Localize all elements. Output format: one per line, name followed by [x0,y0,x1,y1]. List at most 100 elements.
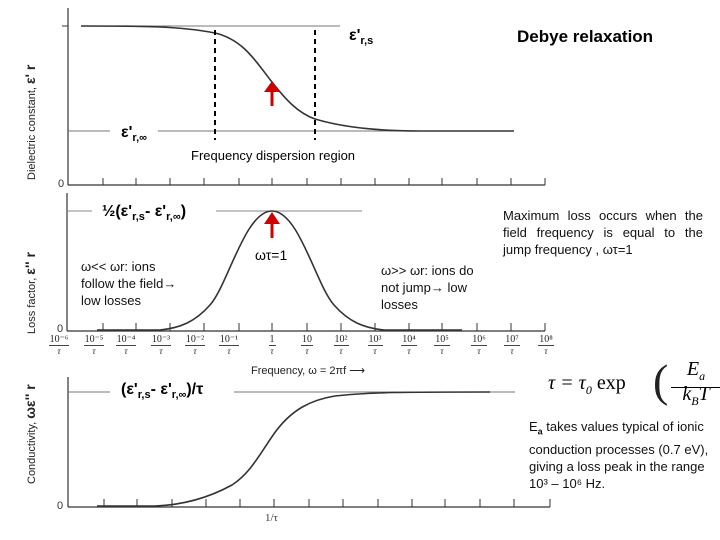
p2-peak-suffix: ) [180,203,187,220]
formula-exp: exp [596,372,626,394]
tick-num: 10⁸ [538,334,554,346]
x-tick: 10³ τ [360,335,390,356]
arrow-icon [264,81,280,106]
p3-plateau-mid: - ε' [150,381,172,398]
p1-upper-subscript: r,s [360,35,374,47]
tick-den: τ [407,346,411,356]
tick-den: τ [270,346,274,356]
p1-y-axis-label-text: Dielectric constant, [26,84,38,180]
x-tick: 10 τ [292,335,322,356]
formula-k-sub: B [691,394,699,408]
tick-num: 10⁻⁶ [48,334,70,346]
p1-y-axis-symbol: ε' r [22,64,38,85]
ea-subscript: a [537,426,543,437]
x-tick: 10⁶ τ [464,335,494,356]
x-tick: 10⁸ τ [531,335,561,356]
x-tick: 10⁴ τ [394,335,424,356]
tick-num: 10⁻³ [150,334,172,346]
formula-tau: τ = τ [548,372,586,394]
ea-symbol: E [529,419,538,434]
formula-tau-sub: 0 [585,383,592,397]
tick-den: τ [227,346,231,356]
low-frequency-note: ω<< ωr: ions follow the field→ low losse… [81,259,177,308]
p2-y-axis-label: Loss factor, ε'' r [22,252,38,334]
page-title: Debye relaxation [517,27,654,46]
p1-zero-label: 0 [58,178,65,190]
tick-num: 10⁻⁵ [83,334,105,346]
p3-plateau-label: (ε'r,s- ε'r,∞)/τ [121,381,203,401]
tick-den: τ [124,346,128,356]
p2-zero-label: 0 [57,323,64,335]
formula-k: k [682,383,692,405]
p2-peak-label: ½(ε'r,s- ε'r,∞) [102,203,186,223]
tick-den: τ [92,346,96,356]
formula-numerator: Ea [671,358,720,388]
tick-den: τ [510,346,514,356]
tick-den: τ [477,346,481,356]
frequency-axis-label: Frequency, ω = 2πf ⟶ [251,365,365,377]
tick-den: τ [544,346,548,356]
tick-num: 10⁻¹ [218,334,240,346]
p1-y-axis-label: Dielectric constant, ε' r [22,65,38,180]
p1-dielectric-curve [80,25,514,132]
formula-ea: E [686,358,700,380]
p2-peak-sub2: r,∞ [166,211,181,223]
tick-den: τ [193,346,197,356]
x-tick: 10⁵ τ [427,335,457,356]
p3-x-axis-label: 1/τ [265,512,278,524]
tick-den: τ [373,346,377,356]
p3-ticks [103,499,515,507]
x-tick: 10² τ [326,335,356,356]
tick-den: τ [440,346,444,356]
p1-lower-level-label: ε'r,∞ [121,124,147,144]
ea-note-text: takes values typical of ionic conduction… [529,419,709,491]
panel-conductivity [67,377,551,508]
p3-plateau-prefix: (ε' [121,381,138,398]
p3-plateau-sub1: r,s [137,389,151,401]
left-paren: ( [653,355,669,406]
tick-num: 1 [268,334,276,346]
tick-num: 10⁻⁴ [115,334,137,346]
tick-num: 10³ [367,334,383,346]
p1-upper-level-label: ε'r,s [349,27,373,47]
tick-num: 10⁶ [471,334,487,346]
tick-num: 10⁵ [434,334,450,346]
x-tick: 10⁷ τ [497,335,527,356]
p2-loss-curve [97,210,462,331]
p2-y-axis-symbol: ε'' r [22,252,38,275]
x-tick: 10⁻² τ [180,335,210,356]
tick-den: τ [159,346,163,356]
dispersion-region-label: Frequency dispersion region [191,148,356,163]
x-tick: 10⁻¹ τ [214,335,244,356]
x-tick: 10⁻⁴ τ [111,335,141,356]
x-tick: 10⁻³ τ [146,335,176,356]
p1-upper-symbol: ε' [349,27,361,44]
tick-num: 10 [301,334,313,346]
p3-plateau-sub2: r,∞ [171,389,187,401]
tick-num: 10⁻² [184,334,206,346]
p1-ticks [102,178,546,185]
p1-lower-symbol: ε' [121,124,133,141]
p2-peak-prefix: ½(ε' [102,203,133,220]
omega-tau-marker: ωτ=1 [255,247,288,263]
tick-num: 10⁴ [401,334,417,346]
activation-energy-note: Ea takes values typical of ionic conduct… [529,418,719,492]
tick-num: 10⁷ [504,334,520,346]
panel-loss [66,193,546,332]
p3-y-axis-symbol: ωε'' r [22,384,38,419]
x-tick: 10⁻⁶ τ [44,335,74,356]
tick-num: 10² [333,334,349,346]
p1-lower-subscript: r,∞ [132,132,147,144]
max-loss-note: Maximum loss occurs when the field frequ… [503,208,703,257]
peak-arrow-icon [264,212,280,238]
tick-den: τ [339,346,343,356]
p3-y-axis-label: Conductivity, ωε'' r [22,384,38,484]
formula-t: T [698,383,710,405]
p3-conductivity-curve [97,391,491,507]
formula-denominator: kBT [671,383,720,412]
p2-peak-sub1: r,s [132,211,145,223]
formula-lhs: τ = τ0 exp [548,372,626,398]
p3-plateau-suffix: )/τ [186,381,204,398]
